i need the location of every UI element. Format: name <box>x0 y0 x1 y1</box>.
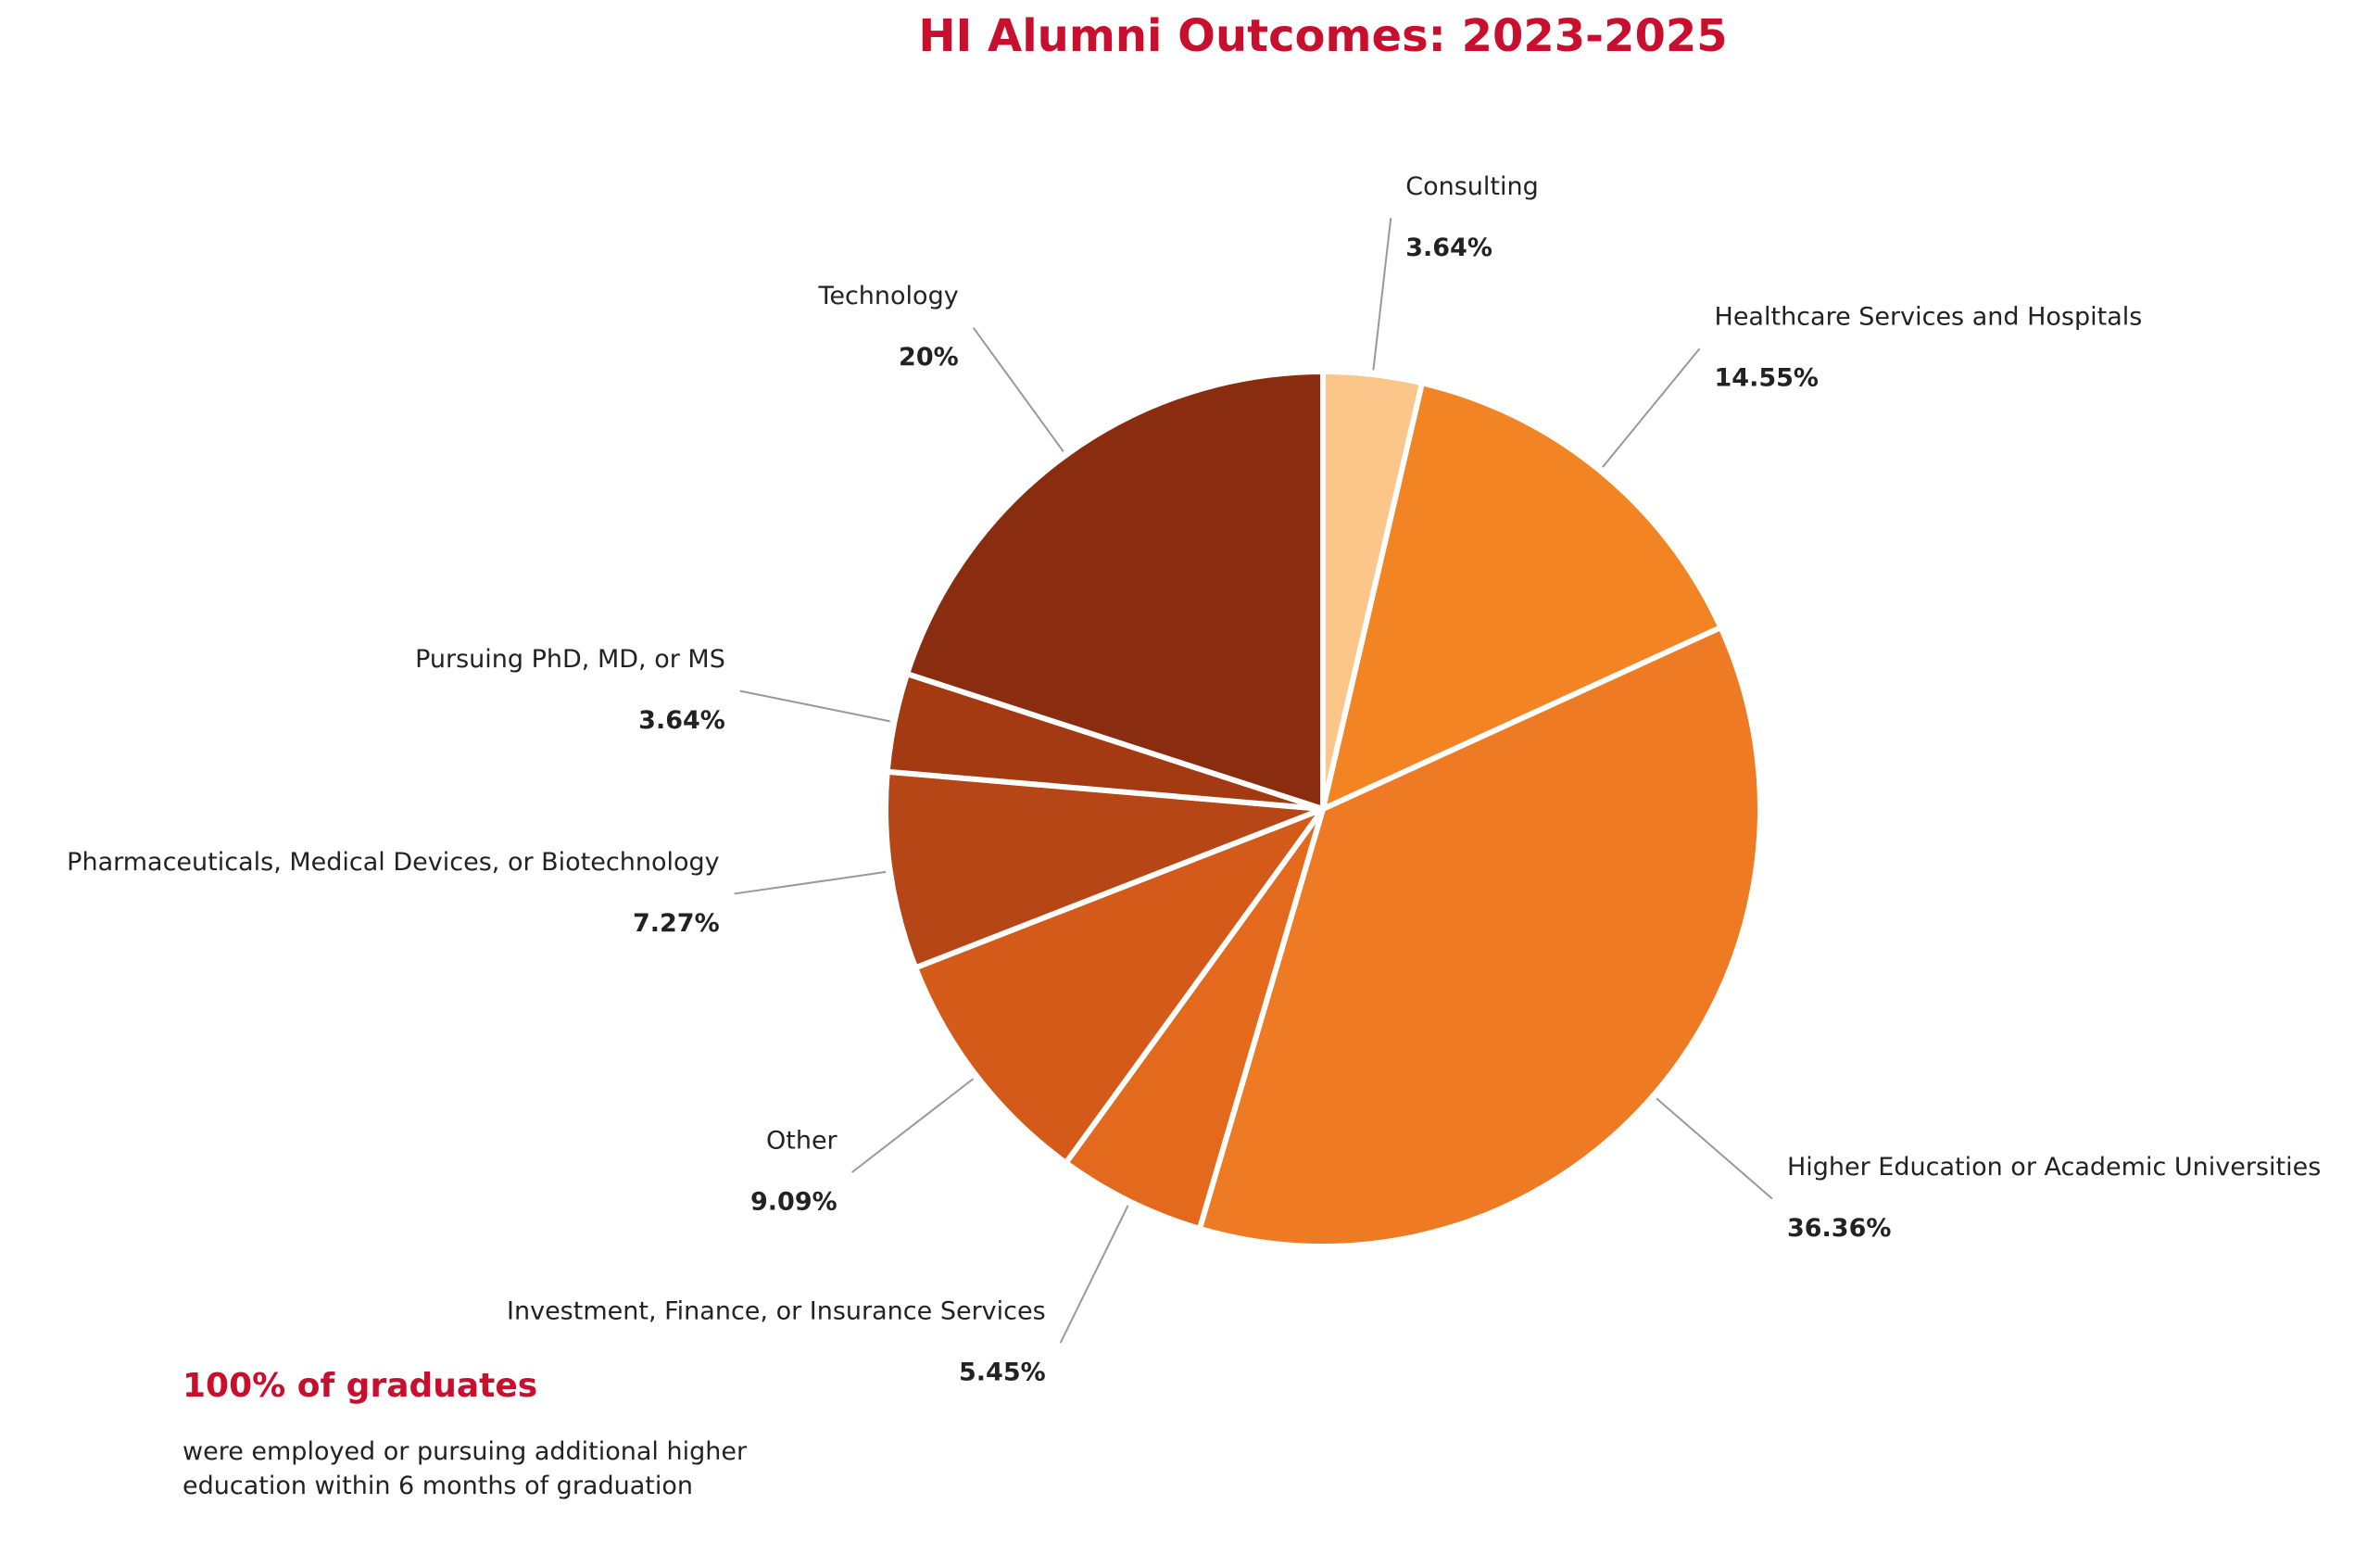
pie-slice <box>1063 806 1326 1232</box>
slice-label: Other <box>766 1127 838 1156</box>
pie-slice <box>1196 625 1763 1249</box>
slice-label: Pursuing PhD, MD, or MS <box>415 645 725 674</box>
pie-slice <box>883 768 1326 971</box>
leader-line <box>1656 1097 1773 1200</box>
slice-label: Consulting <box>1405 172 1539 201</box>
slice-value-label: 3.64% <box>1405 234 1492 262</box>
slice-value-label: 7.27% <box>633 909 720 938</box>
slice-label: Healthcare Services and Hospitals <box>1715 303 2143 332</box>
pie-slice <box>1320 380 1724 812</box>
leader-line <box>972 327 1064 452</box>
slice-label: Higher Education or Academic Universitie… <box>1787 1153 2321 1182</box>
leader-line <box>1372 218 1392 371</box>
leader-line <box>739 689 890 723</box>
slice-label: Pharmaceuticals, Medical Devices, or Bio… <box>67 848 719 877</box>
slice-label: Investment, Finance, or Insurance Servic… <box>507 1297 1046 1326</box>
slice-value-label: 5.45% <box>959 1359 1046 1387</box>
annotation-text: were employed or pursuing additional hig… <box>183 1437 748 1500</box>
annotation-headline: 100% of graduates <box>183 1367 538 1405</box>
leader-line <box>1059 1205 1129 1344</box>
leader-line <box>1602 348 1701 468</box>
chart-title: HI Alumni Outcomes: 2023-2025 <box>918 10 1727 62</box>
slice-value-label: 14.55% <box>1715 364 1819 393</box>
leader-line <box>851 1078 975 1173</box>
leader-line <box>734 870 887 895</box>
pie-slice <box>913 806 1326 1166</box>
slice-label: Technology <box>817 282 958 310</box>
slice-value-label: 3.64% <box>638 706 725 735</box>
slice-value-label: 9.09% <box>750 1188 837 1217</box>
pie-slice <box>904 369 1326 812</box>
slice-value-label: 20% <box>899 343 959 372</box>
slice-value-label: 36.36% <box>1787 1214 1891 1243</box>
